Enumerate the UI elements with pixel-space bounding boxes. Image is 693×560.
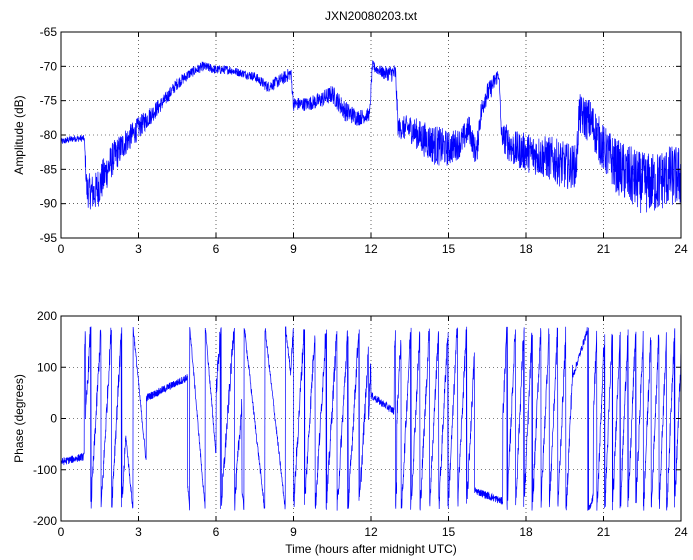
x-tick-label: 6	[213, 242, 220, 256]
y-tick-label: 0	[50, 412, 57, 426]
x-tick-label: 0	[58, 525, 65, 539]
y-tick-label: -70	[40, 59, 58, 73]
x-tick-label: 9	[290, 242, 297, 256]
data-series-line	[61, 326, 681, 511]
x-tick-label: 18	[519, 242, 533, 256]
x-tick-label: 3	[135, 242, 142, 256]
x-tick-label: 3	[135, 525, 142, 539]
x-tick-label: 18	[519, 525, 533, 539]
amplitude-axes: 0 3 6 9 12 15 18 21 24 -95 -90 -85 -80 -75 -70 -65	[40, 25, 688, 256]
x-tick-label: 15	[442, 525, 456, 539]
x-tick-label: 15	[442, 242, 456, 256]
x-tick-label: 21	[597, 242, 611, 256]
y-tick-label: -100	[33, 463, 57, 477]
y-tick-label: -90	[40, 197, 58, 211]
y-tick-label: -75	[40, 94, 58, 108]
amplitude-y-axis-label: Amplitude (dB)	[12, 95, 26, 174]
x-tick-label: 6	[213, 525, 220, 539]
chart-title: JXN20080203.txt	[325, 9, 418, 23]
phase-y-axis-label: Phase (degrees)	[12, 374, 26, 463]
time-x-axis-label: Time (hours after midnight UTC)	[285, 542, 457, 556]
x-tick-label: 24	[674, 525, 688, 539]
y-tick-label: -65	[40, 25, 58, 39]
y-tick-label: 200	[37, 309, 57, 323]
y-tick-label: -200	[33, 514, 57, 528]
x-tick-label: 12	[364, 525, 378, 539]
y-tick-label: -95	[40, 231, 58, 245]
x-tick-label: 12	[364, 242, 378, 256]
x-tick-label: 9	[290, 525, 297, 539]
phase-axes: 0 3 6 9 12 15 18 21 24 -200 -100 0 100 200	[33, 309, 688, 539]
y-tick-label: 100	[37, 360, 57, 374]
x-tick-label: 0	[58, 242, 65, 256]
x-tick-label: 21	[597, 525, 611, 539]
x-tick-label: 24	[674, 242, 688, 256]
y-tick-label: -85	[40, 162, 58, 176]
data-series-line	[61, 60, 681, 213]
y-tick-label: -80	[40, 128, 58, 142]
